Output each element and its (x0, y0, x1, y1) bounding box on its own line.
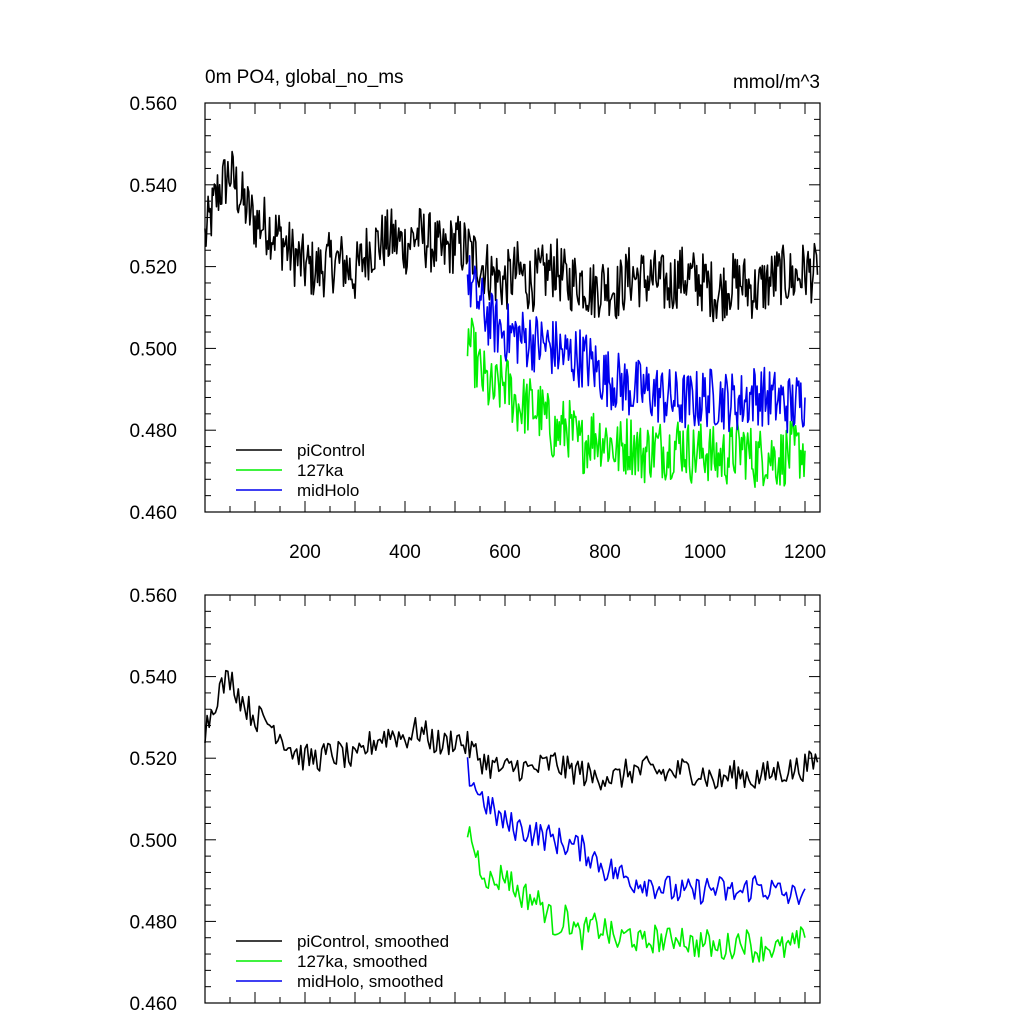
x-tick-label: 600 (489, 542, 521, 563)
x-tick-label: 1000 (684, 542, 726, 563)
y-tick-label: 0.460 (129, 994, 177, 1015)
series-line-127ka (466, 826, 806, 963)
units-label: mmol/m^3 (733, 72, 820, 93)
plot-frame (204, 594, 821, 1004)
x-tick-label: 400 (389, 542, 421, 563)
legend-label: piControl, smoothed (297, 932, 449, 951)
series-line-picontrol (204, 150, 819, 323)
plot-frame (204, 102, 821, 513)
y-tick-label: 0.560 (129, 94, 177, 115)
y-tick-label: 0.560 (129, 586, 177, 607)
y-tick-label: 0.540 (129, 176, 177, 197)
chart-title: 0m PO4, global_no_ms (205, 67, 404, 88)
x-tick-label: 1200 (784, 542, 826, 563)
y-tick-label: 0.460 (129, 503, 177, 524)
y-tick-label: 0.480 (129, 421, 177, 442)
y-tick-label: 0.500 (129, 831, 177, 852)
top-panel: 0m PO4, global_no_ms mmol/m^3 0.460 0.480… (129, 67, 826, 563)
series-line-midholo (466, 255, 806, 434)
legend-label: midHolo (297, 481, 359, 500)
series-line-picontrol (204, 669, 819, 791)
legend-label: 127ka, smoothed (297, 952, 427, 971)
legend-label: piControl (297, 441, 365, 460)
y-tick-label: 0.520 (129, 258, 177, 279)
y-tick-label: 0.500 (129, 339, 177, 360)
x-tick-label: 200 (289, 542, 321, 563)
x-tick-label: 800 (589, 542, 621, 563)
legend-label: midHolo, smoothed (297, 972, 443, 991)
y-tick-label: 0.540 (129, 668, 177, 689)
y-tick-label: 0.480 (129, 912, 177, 933)
bottom-panel: 0.460 0.480 0.500 0.520 0.540 0.560 piControl,… (129, 586, 821, 1015)
series-line-127ka (466, 317, 806, 488)
series-line-midholo (466, 757, 806, 905)
legend-label: 127ka (297, 461, 344, 480)
y-tick-label: 0.520 (129, 749, 177, 770)
